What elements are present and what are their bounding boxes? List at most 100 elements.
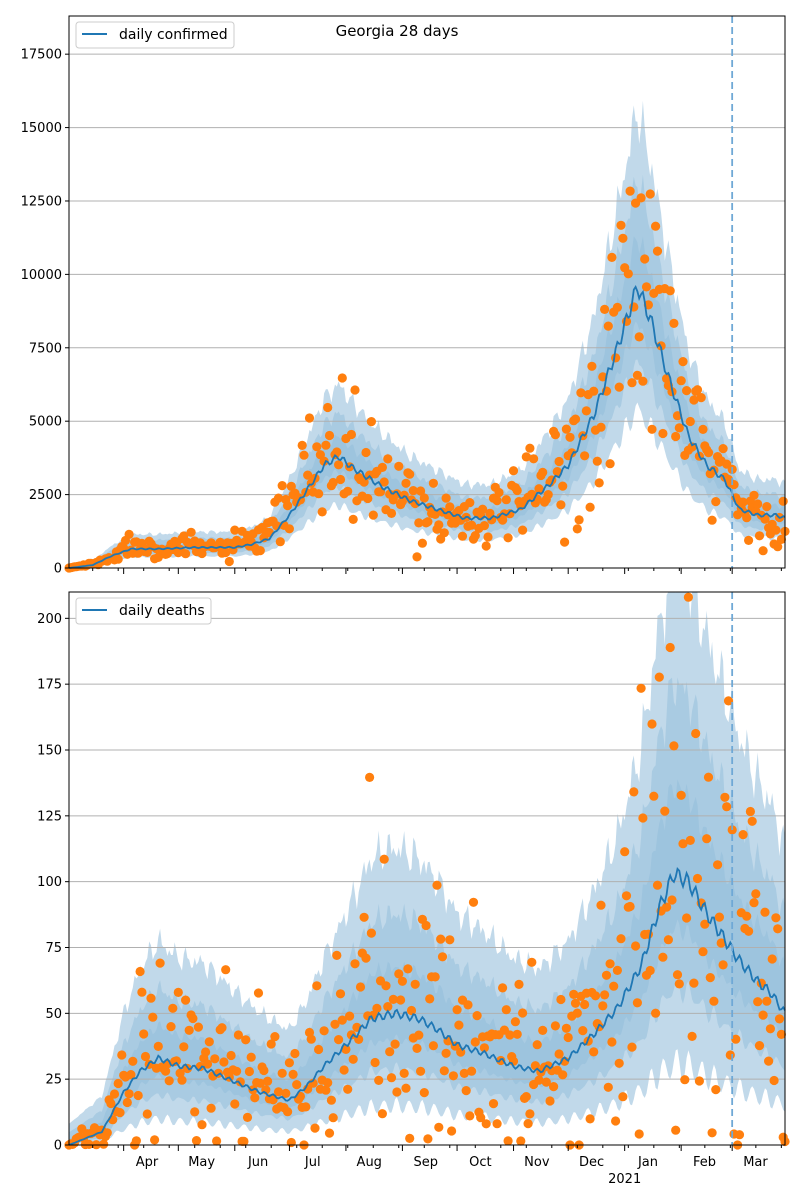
data-point <box>230 1099 240 1109</box>
data-point <box>503 533 513 543</box>
data-point <box>330 1019 340 1029</box>
data-point <box>705 973 715 983</box>
data-point <box>383 1002 393 1012</box>
data-point <box>614 382 624 392</box>
data-point <box>501 1005 511 1015</box>
data-point <box>778 496 788 506</box>
data-point <box>137 987 147 997</box>
data-point <box>401 1083 411 1093</box>
confirmed-y-axis: 0 2500 5000 7500 10000 12500 15000 17500 <box>21 48 69 577</box>
data-point <box>177 1075 187 1085</box>
data-point <box>470 531 480 541</box>
data-point <box>463 1000 473 1010</box>
data-point <box>423 1134 433 1144</box>
y-tick-label: 100 <box>37 875 62 890</box>
data-point <box>388 994 398 1005</box>
data-point <box>678 839 688 849</box>
data-point <box>343 486 353 496</box>
confirmed-axes-frame <box>68 15 786 569</box>
data-point <box>379 854 389 864</box>
data-point <box>678 357 688 367</box>
data-point <box>202 1059 213 1069</box>
confirmed-legend: daily confirmed <box>75 21 235 49</box>
data-point <box>707 515 717 525</box>
data-point <box>441 493 451 503</box>
data-point <box>561 424 572 434</box>
data-point <box>437 952 448 962</box>
data-point <box>660 806 670 816</box>
data-point <box>607 252 617 262</box>
data-point <box>106 1098 116 1109</box>
data-point <box>447 1126 457 1136</box>
data-point <box>314 489 324 499</box>
data-point <box>674 979 684 989</box>
data-point <box>558 481 568 491</box>
data-point <box>310 1123 320 1133</box>
data-point <box>689 395 699 405</box>
data-point <box>304 413 315 423</box>
data-point <box>337 373 347 383</box>
data-point <box>627 378 637 388</box>
data-point <box>467 1066 477 1076</box>
data-point <box>479 1043 489 1053</box>
data-point <box>317 507 327 517</box>
data-point <box>226 1050 236 1061</box>
deaths-legend-box <box>75 597 212 625</box>
data-point <box>397 976 407 986</box>
data-point <box>734 1130 745 1140</box>
data-point <box>585 1114 595 1124</box>
data-point <box>467 520 477 530</box>
data-point <box>328 477 338 488</box>
data-point <box>361 953 371 963</box>
data-point <box>277 1068 287 1078</box>
data-point <box>572 1008 582 1018</box>
y-tick-label: 25 <box>45 1073 62 1088</box>
data-point <box>609 981 619 991</box>
data-point <box>744 926 754 936</box>
data-point <box>401 478 411 488</box>
data-point <box>567 448 577 458</box>
data-point <box>419 493 429 503</box>
x-tick-label: Sep <box>413 1155 438 1170</box>
data-point <box>197 1120 207 1130</box>
data-point <box>589 1047 599 1057</box>
data-point <box>764 1056 774 1066</box>
data-point <box>319 456 329 466</box>
data-point <box>161 1066 171 1076</box>
data-point <box>181 549 191 559</box>
data-point <box>179 1042 189 1052</box>
y-tick-label: 200 <box>37 612 62 627</box>
data-point <box>671 1125 681 1135</box>
data-point <box>685 416 695 427</box>
data-point <box>465 498 475 508</box>
data-point <box>545 1096 555 1106</box>
data-point <box>303 470 313 480</box>
data-point <box>556 994 566 1005</box>
data-point <box>115 1108 125 1118</box>
data-point <box>421 920 431 931</box>
y-tick-label: 2500 <box>29 488 62 503</box>
data-point <box>776 534 787 545</box>
data-point <box>332 950 342 961</box>
data-point <box>623 269 633 279</box>
data-point <box>611 353 621 363</box>
data-point <box>414 1030 424 1040</box>
data-point <box>611 1116 621 1126</box>
data-point <box>250 1093 260 1103</box>
data-point <box>403 964 413 974</box>
data-point <box>150 1135 160 1145</box>
data-point <box>714 912 725 922</box>
data-point <box>760 907 770 917</box>
data-point <box>603 1082 613 1092</box>
data-point <box>689 978 699 988</box>
data-point <box>580 999 590 1010</box>
data-point <box>552 467 562 477</box>
deaths-axes-frame <box>68 591 786 1146</box>
data-point <box>233 1030 243 1040</box>
y-tick-label: 5000 <box>29 415 62 430</box>
data-point <box>417 538 427 548</box>
data-point <box>523 1119 533 1129</box>
data-point <box>432 880 442 890</box>
data-point <box>758 1010 768 1020</box>
data-point <box>596 422 606 432</box>
